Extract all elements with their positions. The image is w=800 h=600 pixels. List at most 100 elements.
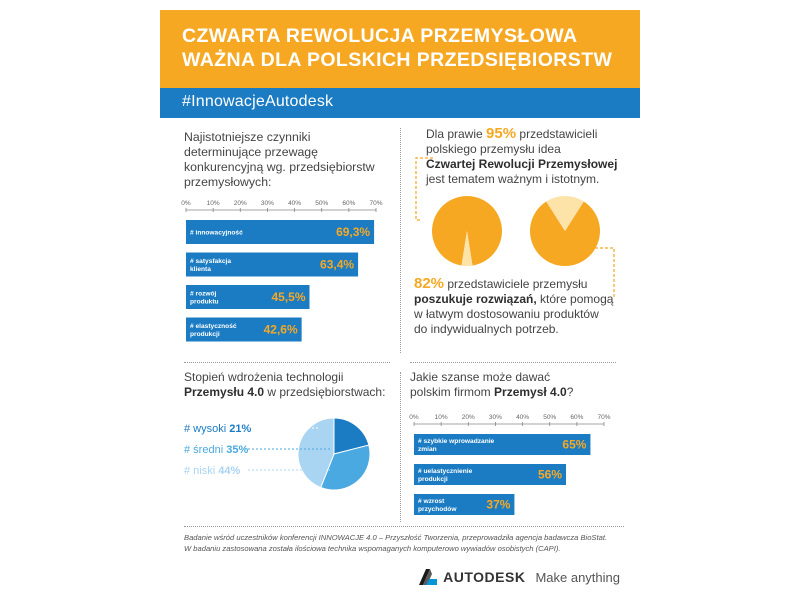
x-tick-label: 30% — [261, 200, 274, 207]
x-tick-label: 50% — [543, 414, 556, 421]
header-banner: CZWARTA REWOLUCJA PRZEMYSŁOWA WAŻNA DLA … — [160, 10, 640, 88]
footnote-divider — [184, 526, 624, 527]
legend-value: 21% — [229, 423, 251, 435]
adoption-heading-line-1: Stopień wdrożenia technologii — [184, 370, 344, 384]
footnote: Badanie wśród uczestników konferencji IN… — [184, 532, 624, 554]
bar-category-label: # szybkie wprowadzanie — [418, 438, 495, 445]
bar-category-label: # elastyczność — [190, 323, 237, 330]
infographic: CZWARTA REWOLUCJA PRZEMYSŁOWA WAŻNA DLA … — [160, 10, 640, 595]
solutions-line-4: do indywidualnych potrzeb. — [414, 322, 559, 336]
pct-95: 95% — [486, 125, 517, 142]
title-line-1: CZWARTA REWOLUCJA PRZEMYSŁOWA — [182, 25, 578, 47]
footnote-line-1: Badanie wśród uczestników konferencji IN… — [184, 533, 608, 542]
tagline: Make anything — [535, 569, 620, 585]
x-tick-label: 10% — [207, 200, 220, 207]
connector-95 — [415, 157, 433, 221]
legend-label: # niski 44% — [184, 465, 240, 477]
hashtag-bar: #InnowacjeAutodesk — [160, 88, 640, 118]
pie-slice — [333, 417, 370, 455]
x-tick-label: 20% — [462, 414, 475, 421]
bar-category-label: klienta — [190, 266, 211, 273]
bar-category-label: # wzrost — [418, 498, 445, 505]
bar-value-label: 45,5% — [271, 290, 305, 304]
bar-category-label: przychodów — [418, 506, 457, 513]
bar-value-label: 69,3% — [336, 225, 370, 239]
bar-category-label: # rozwój — [190, 290, 217, 297]
factors-heading-line: determinujące przewagę — [184, 145, 318, 159]
factors-heading-line: Najistotniejsze czynniki — [184, 130, 311, 144]
x-tick-label: 70% — [597, 414, 610, 421]
importance-line-3: Czwartej Rewolucji Przemysłowej — [426, 157, 618, 171]
x-tick-label: 30% — [489, 414, 502, 421]
pie-82-percent — [530, 196, 600, 266]
footnote-line-2: W badaniu zastosowana została ilościowa … — [184, 544, 561, 553]
legend-label: # średni 35% — [184, 444, 248, 456]
adoption-heading-line-2: Przemysłu 4.0 w przedsiębiorstwach: — [184, 385, 386, 399]
x-tick-label: 10% — [435, 414, 448, 421]
x-tick-label: 60% — [342, 200, 355, 207]
opportunities-heading-line-2: polskim firmom Przemysł 4.0? — [410, 385, 574, 399]
brand-name: AUTODESK — [443, 569, 526, 585]
solutions-line-1: 82% przedstawiciele przemysłu — [414, 275, 588, 292]
x-tick-label: 40% — [288, 200, 301, 207]
legend-label: # wysoki 21% — [184, 423, 251, 435]
opportunities-heading: Jakie szanse może dawać polskim firmom P… — [410, 370, 625, 400]
pie-slice-rest — [461, 231, 473, 266]
bar — [186, 317, 302, 342]
x-tick-label: 50% — [315, 200, 328, 207]
bar — [186, 285, 310, 309]
importance-line-1: Dla prawie 95% przedstawicieli — [426, 125, 598, 142]
bar — [414, 434, 591, 455]
bar-category-label: # innowacyjność — [190, 229, 243, 236]
pie-slice — [320, 444, 371, 490]
vertical-divider — [400, 128, 401, 353]
bar-category-label: produktu — [190, 298, 219, 305]
pie-slice-rest — [546, 196, 584, 231]
adoption-pie-chart: # wysoki 21% # średni 35% # niski 44% — [184, 417, 371, 490]
autodesk-logo-icon — [419, 569, 438, 585]
bar-category-label: # satysfakcja — [190, 258, 231, 265]
bar-category-label: produkcji — [418, 476, 448, 483]
x-tick-label: 0% — [181, 200, 191, 207]
importance-text: Dla prawie 95% przedstawicieli polskiego… — [426, 126, 626, 187]
bar-category-label: # uelastycznienie — [418, 468, 473, 475]
vertical-divider — [400, 372, 401, 522]
bar — [186, 252, 359, 277]
bar — [414, 494, 515, 515]
pie-slice-main — [432, 196, 502, 266]
x-tick-label: 40% — [516, 414, 529, 421]
x-tick-label: 60% — [570, 414, 583, 421]
bar — [186, 220, 375, 244]
solutions-text: 82% przedstawiciele przemysłu poszukuje … — [414, 276, 634, 337]
solutions-line-3: w łatwym dostosowaniu produktów — [414, 307, 599, 321]
adoption-heading: Stopień wdrożenia technologii Przemysłu … — [184, 370, 399, 400]
pie-95-percent — [432, 196, 502, 266]
factors-bar-chart: 0% 10% 20% 30% 40% 50% 60% 70% # innowacyjność 69… — [181, 200, 383, 342]
bar-category-label: produkcji — [190, 331, 220, 338]
bar-value-label: 42,6% — [264, 323, 298, 337]
bar — [414, 464, 566, 485]
footer: AUTODESK Make anything — [419, 566, 620, 588]
bar-value-label: 63,4% — [320, 258, 354, 272]
importance-line-2: polskiego przemysłu idea — [426, 142, 561, 156]
horizontal-divider — [410, 362, 616, 363]
legend-value: 35% — [226, 444, 248, 456]
bar-value-label: 56% — [538, 468, 562, 482]
bar-value-label: 37% — [486, 498, 510, 512]
horizontal-divider — [184, 362, 390, 363]
x-tick-label: 0% — [409, 414, 419, 421]
factors-heading: Najistotniejsze czynniki determinujące p… — [184, 130, 394, 190]
hashtag: #InnowacjeAutodesk — [182, 93, 334, 110]
title-line-2: WAŻNA DLA POLSKICH PRZEDSIĘBIORSTW — [182, 49, 613, 71]
solutions-line-2: poszukuje rozwiązań, które pomogą — [414, 292, 614, 306]
factors-heading-line: przemysłowych: — [184, 175, 272, 189]
legend-value: 44% — [218, 465, 240, 477]
opportunities-bar-chart: 0% 10% 20% 30% 40% 50% 60% 70% # szybkie wprowad… — [409, 414, 611, 515]
importance-line-4: jest tematem ważnym i istotnym. — [426, 172, 600, 186]
x-tick-label: 70% — [369, 200, 382, 207]
pie-slice-main — [530, 201, 600, 266]
x-tick-label: 20% — [234, 200, 247, 207]
bar-category-label: zmian — [418, 446, 437, 453]
factors-heading-line: konkurencyjną wg. przedsiębiorstw — [184, 160, 375, 174]
bar-value-label: 65% — [562, 438, 586, 452]
